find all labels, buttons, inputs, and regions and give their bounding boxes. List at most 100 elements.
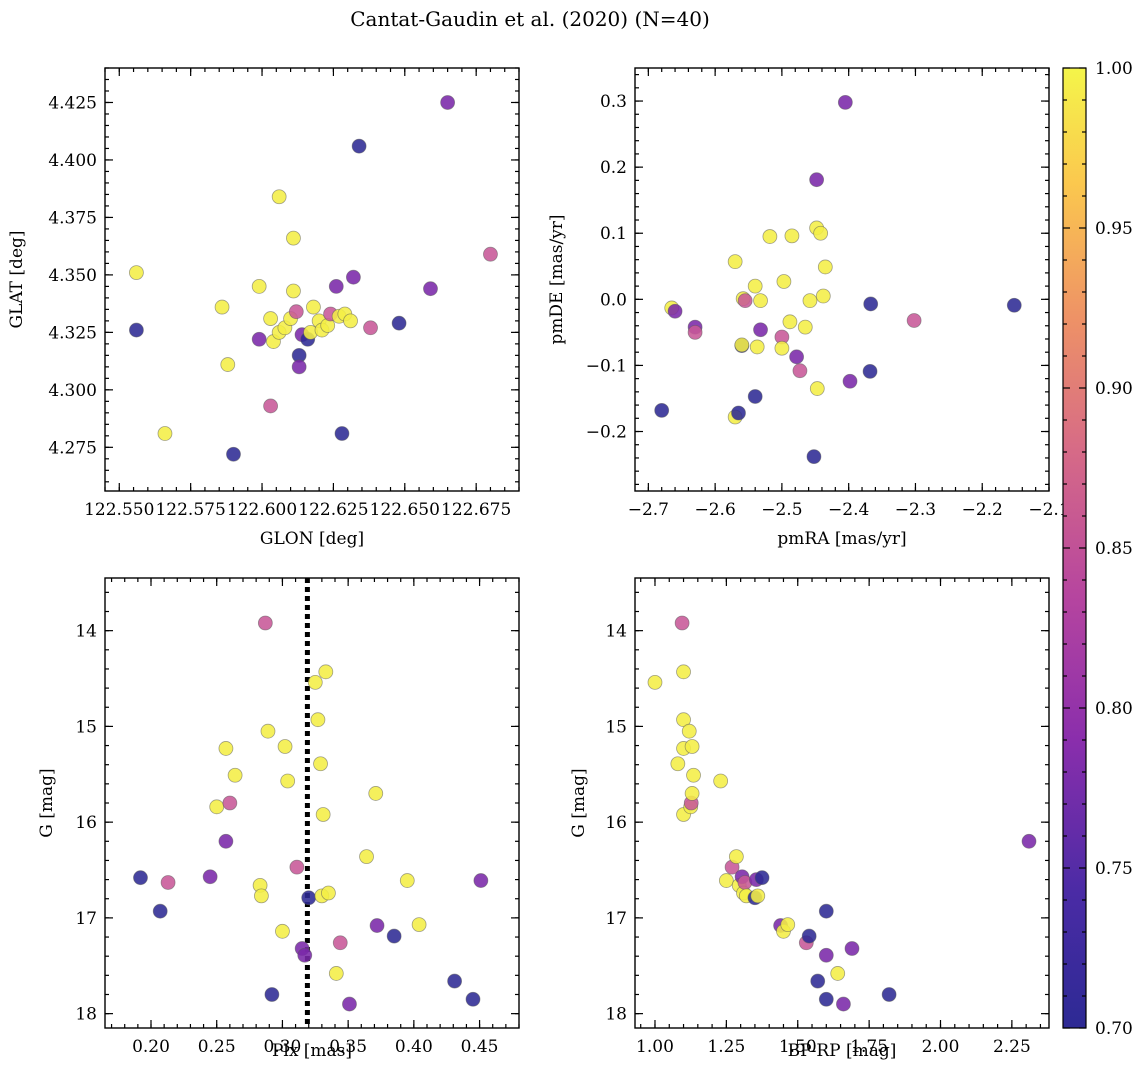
scatter-point — [747, 389, 763, 404]
y-tick-label: 16 — [605, 813, 627, 833]
y-tick-label: 15 — [605, 717, 627, 737]
y-tick-label: 0.1 — [600, 224, 627, 244]
scatter-point — [321, 885, 336, 901]
scatter-point — [792, 363, 808, 379]
y-tick-label: 4.325 — [48, 323, 97, 343]
scatter-point — [345, 269, 361, 285]
colorbar-tick-label: 0.75 — [1095, 859, 1133, 879]
scatter-point — [342, 996, 357, 1012]
scatter-point — [749, 339, 765, 355]
scatter-point — [226, 446, 241, 462]
scatter-point — [809, 172, 825, 188]
scatter-point — [784, 228, 800, 244]
y-tick-label: 16 — [75, 813, 97, 833]
scatter-point — [806, 449, 822, 465]
scatter-point — [654, 402, 670, 418]
x-tick-label: −2.5 — [761, 500, 802, 520]
x-tick-label: 0.25 — [198, 1037, 236, 1057]
y-tick-label: 4.375 — [48, 208, 97, 228]
scatter-point — [220, 357, 236, 372]
y-axis-label: G [mag] — [37, 768, 57, 837]
x-tick-label: 122.625 — [298, 500, 368, 520]
y-tick-label: 18 — [605, 1005, 627, 1025]
x-tick-label: 2.00 — [922, 1037, 960, 1057]
x-tick-label: −2.3 — [895, 500, 936, 520]
scatter-point — [332, 935, 348, 951]
scatter-point — [684, 786, 700, 801]
scatter-point — [369, 918, 385, 933]
scatter-point — [297, 947, 313, 963]
axes-frame — [104, 67, 520, 492]
scatter-point — [222, 795, 238, 811]
x-tick-label: −2.7 — [628, 500, 669, 520]
colorbar-tick-label: 0.85 — [1095, 539, 1133, 559]
scatter-point — [440, 95, 456, 110]
y-axis-label: GLAT [deg] — [7, 230, 27, 328]
scatter-point — [782, 314, 798, 330]
colorbar-tick-label: 0.95 — [1095, 219, 1133, 239]
scatter-point — [753, 322, 768, 338]
scatter-point — [836, 996, 851, 1012]
scatter-point — [334, 426, 350, 441]
scatter-point — [810, 973, 826, 989]
x-tick-label: 0.40 — [395, 1037, 433, 1057]
scatter-point — [218, 741, 234, 756]
y-tick-label: 0.3 — [600, 92, 627, 112]
scatter-point — [818, 947, 834, 963]
scatter-point — [862, 363, 878, 379]
scatter-point — [386, 928, 402, 944]
x-tick-label: 0.35 — [329, 1037, 367, 1057]
glon-glat-panel: 122.550 122.575 122.600 122.625 122.650 122.6… — [7, 67, 520, 549]
scatter-point — [363, 320, 378, 336]
y-tick-label: 4.275 — [48, 438, 97, 458]
colorbar-tick-label: 1.00 — [1095, 59, 1133, 79]
x-axis-label: pmRA [mas/yr] — [777, 529, 906, 549]
x-tick-label: 1.25 — [707, 1037, 745, 1057]
scatter-point — [713, 773, 729, 789]
scatter-point — [286, 283, 301, 299]
x-tick-label: 1.75 — [850, 1037, 888, 1057]
scatter-point — [686, 767, 701, 783]
scatter-point — [275, 923, 290, 939]
scatter-point — [674, 615, 690, 631]
scatter-point — [152, 903, 168, 919]
scatter-point — [251, 331, 267, 347]
x-tick-label: 1.00 — [636, 1037, 674, 1057]
x-tick-label: −2.1 — [1028, 500, 1069, 520]
scatter-point — [343, 313, 358, 329]
scatter-point — [133, 870, 148, 886]
x-tick-label: 122.650 — [370, 500, 440, 520]
scatter-point — [906, 313, 922, 328]
scatter-point — [286, 230, 301, 246]
axes-frame — [634, 67, 1050, 492]
figure-title: Cantat-Gaudin et al. (2020) (N=40) — [350, 7, 710, 31]
scatter-point — [202, 869, 218, 885]
scatter-point — [214, 299, 230, 315]
scatter-point — [687, 324, 703, 340]
scatter-point — [310, 712, 326, 728]
scatter-point — [815, 288, 831, 304]
scatter-point — [280, 773, 296, 789]
scatter-point — [754, 870, 770, 886]
scatter-point — [253, 888, 269, 904]
scatter-point — [844, 941, 860, 956]
scatter-point — [753, 293, 768, 309]
scatter-point — [291, 359, 307, 375]
y-axis-label: G [mag] — [569, 768, 589, 837]
scatter-point — [209, 799, 225, 815]
scatter-point — [718, 873, 734, 888]
scatter-point — [129, 322, 144, 338]
scatter-point — [263, 311, 279, 326]
scatter-point — [818, 903, 834, 919]
scatter-point — [762, 229, 778, 244]
scatter-point — [676, 664, 691, 680]
y-tick-label: 17 — [75, 909, 97, 929]
scatter-point — [670, 756, 686, 772]
scatter-point — [328, 278, 344, 294]
scatter-point — [1021, 833, 1037, 849]
scatter-point — [318, 664, 334, 680]
scatter-point — [271, 189, 287, 205]
x-tick-label: −2.6 — [694, 500, 735, 520]
scatter-point — [288, 304, 304, 320]
colorbar-tick-label: 0.80 — [1095, 699, 1133, 719]
